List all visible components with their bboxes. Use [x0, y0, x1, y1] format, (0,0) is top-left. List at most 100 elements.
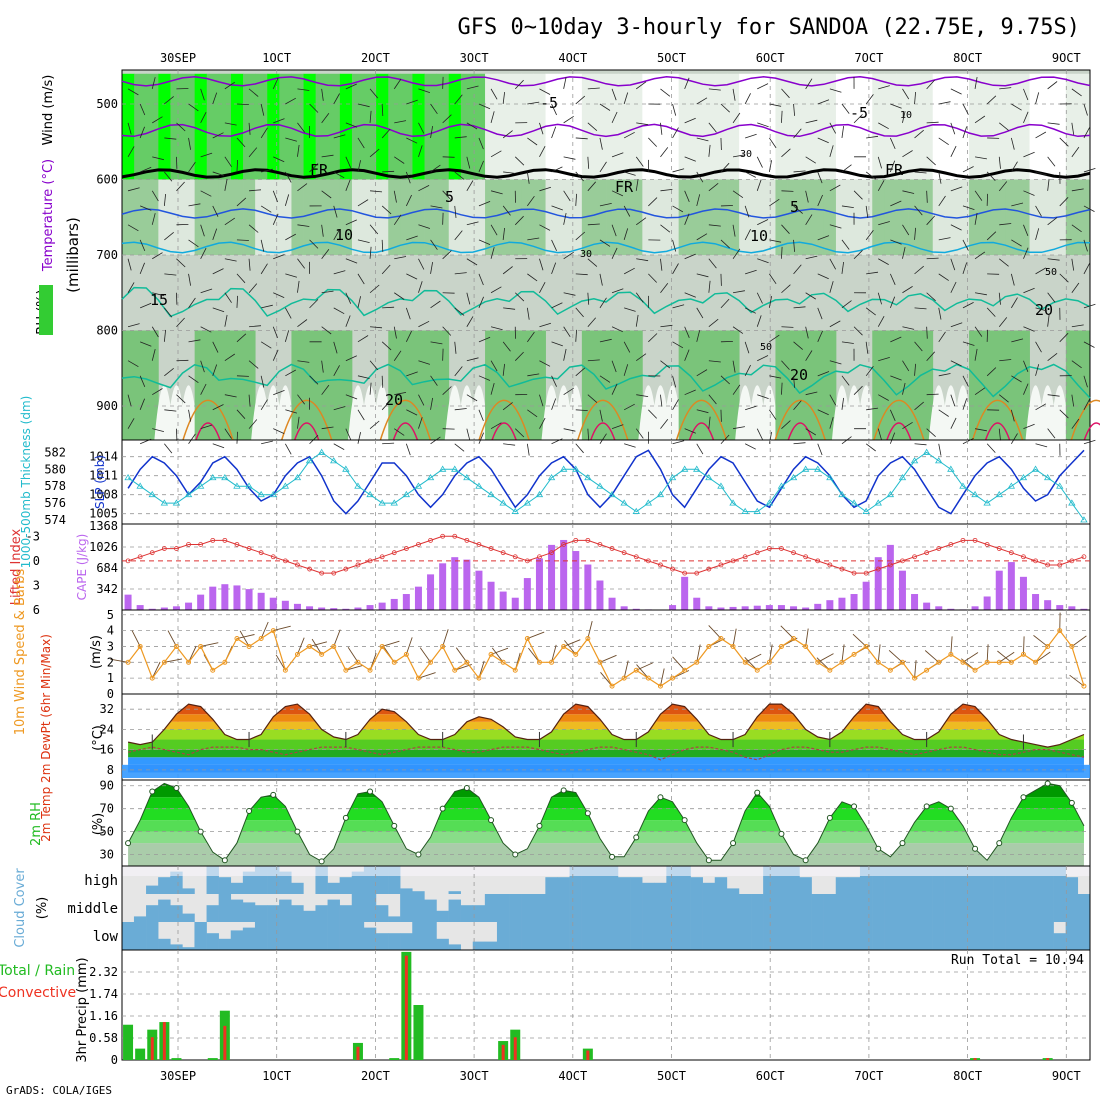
- temp-tick-label: 24: [100, 722, 114, 736]
- wind-barb: [805, 326, 809, 339]
- wind10m-barb: [696, 644, 701, 663]
- cloud-bar: [303, 922, 316, 950]
- wind-barb: [236, 409, 246, 419]
- wind10m-barb: [188, 645, 197, 663]
- cloud-bar: [545, 877, 558, 894]
- wind-barb: [297, 319, 308, 328]
- cloud-bar: [581, 894, 595, 922]
- wind-barb: [696, 330, 701, 342]
- date-tick-label-top: 5OCT: [657, 51, 686, 65]
- li-marker: [161, 546, 167, 551]
- wind-frame: [121, 609, 1091, 695]
- rh2m-tick-label: 70: [100, 802, 114, 816]
- wind-barb: [188, 137, 191, 150]
- wind-barb: [394, 292, 405, 300]
- temperature-contour-30: [491, 422, 517, 441]
- wind10m-marker: [621, 675, 627, 681]
- wind-barb: [321, 113, 330, 124]
- temperature-contour-30: [984, 422, 1011, 441]
- rh2m-marker: [367, 788, 374, 795]
- li-marker: [295, 562, 300, 568]
- thickness-marker: [475, 482, 483, 489]
- rh-column: [981, 179, 994, 255]
- wind-barb: [599, 297, 607, 309]
- wind-barb: [236, 197, 247, 207]
- wind-barb: [636, 81, 647, 90]
- wind-barb: [139, 398, 145, 410]
- rh2m-marker: [657, 794, 664, 801]
- wind-barb: [781, 190, 794, 192]
- wind-barb: [272, 77, 279, 90]
- wind-barb: [539, 360, 551, 367]
- wind-barb: [285, 443, 292, 455]
- wind-barb: [127, 258, 132, 271]
- wind-barb: [212, 364, 218, 376]
- rh2m-marker: [415, 851, 422, 858]
- cloud-bar: [194, 922, 207, 950]
- wind-barb: [926, 215, 935, 226]
- wind-barb: [309, 239, 319, 249]
- wind-barb: [551, 262, 557, 275]
- temperature-label: Temperature (°C): [41, 159, 56, 272]
- wind-barb: [405, 171, 411, 184]
- wind-barb: [926, 292, 936, 302]
- wind-barb: [745, 269, 757, 275]
- wind-barb: [611, 88, 617, 101]
- slp-tick-label: 1008: [89, 488, 118, 502]
- cloud-bar: [605, 922, 619, 950]
- li-marker: [996, 546, 1002, 551]
- wind10m-marker: [924, 667, 930, 673]
- cloud-bar: [363, 894, 377, 922]
- wind-barb: [684, 292, 696, 298]
- wind-barb: [660, 258, 663, 271]
- wind-barb: [539, 88, 551, 95]
- cloud-bar: [1041, 922, 1054, 950]
- thickness-marker: [124, 474, 132, 481]
- wind-barb: [914, 363, 916, 376]
- wind-barb: [539, 122, 544, 135]
- wind10m-marker: [839, 659, 845, 665]
- wind-barb: [405, 194, 412, 207]
- wind-barb: [805, 428, 817, 436]
- wind-barb: [1035, 131, 1047, 139]
- wind-barb: [1035, 403, 1047, 411]
- rh-column: [993, 179, 1006, 255]
- wind-barb: [333, 171, 345, 179]
- rh-plume: [565, 385, 586, 440]
- cape-bar: [669, 605, 677, 610]
- li-marker: [694, 570, 700, 576]
- rh2m-marker: [463, 785, 470, 792]
- wind10m-marker: [161, 659, 167, 665]
- wind10m-barb: [600, 672, 613, 687]
- wind-barb: [381, 264, 391, 275]
- cape-bar: [862, 581, 870, 610]
- wind-barb: [127, 187, 140, 192]
- thickness-marker: [402, 490, 411, 498]
- wind-barb: [1011, 375, 1022, 383]
- li-line: [127, 535, 1085, 574]
- rh2m-marker: [1044, 780, 1051, 787]
- li-marker: [924, 550, 930, 556]
- wind-barb: [285, 409, 298, 414]
- rh2m-marker: [536, 822, 543, 829]
- cloud-bar: [1053, 894, 1066, 922]
- wind-barb: [829, 281, 834, 293]
- wind-barb: [297, 416, 300, 429]
- wind-barb: [708, 88, 721, 91]
- cloud-bar: [424, 922, 437, 950]
- wind-barb: [164, 231, 174, 241]
- wind-barb: [878, 85, 890, 90]
- wind-barb: [200, 326, 212, 333]
- thickness-marker: [293, 474, 302, 481]
- thickness-marker: [257, 490, 265, 498]
- wind-barb: [998, 428, 1001, 441]
- precip-conv-bar: [150, 1037, 154, 1060]
- cloud-bar: [678, 894, 691, 922]
- wind10m-marker: [500, 659, 506, 665]
- wind10m-marker: [827, 667, 833, 673]
- thickness-marker: [995, 490, 1003, 498]
- rh-column: [1053, 73, 1067, 180]
- wind10m-marker: [307, 643, 313, 649]
- cape-bar: [342, 608, 350, 610]
